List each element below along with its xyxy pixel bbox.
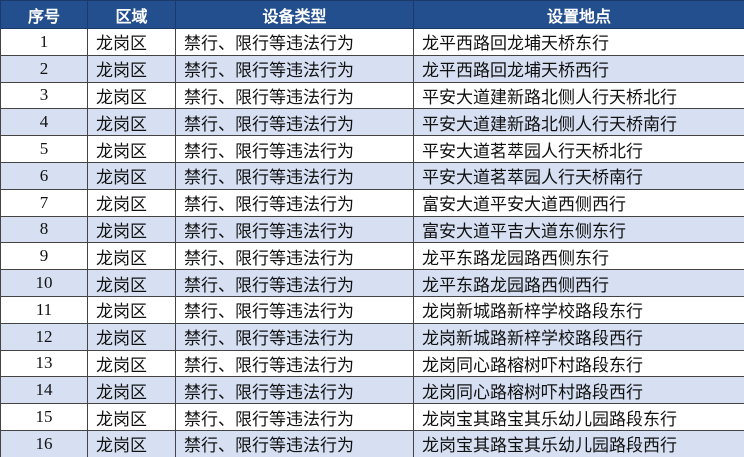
table-cell: 15 bbox=[0, 403, 88, 431]
table-cell: 龙岗新城路新梓学校路段西行 bbox=[413, 322, 744, 351]
table-cell: 禁行、限行等违法行为 bbox=[175, 161, 414, 190]
table-cell: 龙岗区 bbox=[87, 215, 176, 244]
header-cell: 序号 bbox=[0, 0, 88, 29]
table-cell: 龙岗区 bbox=[87, 161, 176, 190]
table-cell: 龙岗区 bbox=[87, 295, 176, 324]
table-cell: 龙平西路回龙埔天桥西行 bbox=[413, 54, 744, 83]
table-cell: 龙岗区 bbox=[87, 429, 176, 457]
table-cell: 10 bbox=[0, 269, 88, 297]
table-row: 7 龙岗区 禁行、限行等违法行为 富安大道平安大道西侧西行 bbox=[0, 188, 744, 217]
table-cell: 龙岗区 bbox=[87, 28, 176, 56]
table-cell: 富安大道平安大道西侧西行 bbox=[413, 188, 744, 217]
table-cell: 禁行、限行等违法行为 bbox=[175, 108, 414, 137]
table-cell: 禁行、限行等违法行为 bbox=[175, 322, 414, 351]
table-cell: 禁行、限行等违法行为 bbox=[175, 28, 414, 56]
table-cell: 龙岗区 bbox=[87, 188, 176, 217]
table-cell: 禁行、限行等违法行为 bbox=[175, 242, 414, 271]
table-row: 5 龙岗区 禁行、限行等违法行为 平安大道茗萃园人行天桥北行 bbox=[0, 135, 744, 163]
table-cell: 龙岗区 bbox=[87, 54, 176, 83]
table-row: 12 龙岗区 禁行、限行等违法行为 龙岗新城路新梓学校路段西行 bbox=[0, 322, 744, 351]
table-body: 1 龙岗区 禁行、限行等违法行为 龙平西路回龙埔天桥东行 2 龙岗区 禁行、限行等违法行为龙… bbox=[0, 28, 744, 457]
table-row: 9 龙岗区 禁行、限行等违法行为 龙平东路龙园路西侧东行 bbox=[0, 242, 744, 271]
table-cell: 平安大道建新路北侧人行天桥南行 bbox=[413, 108, 744, 137]
table-cell: 龙岗区 bbox=[87, 81, 176, 110]
table-cell: 4 bbox=[0, 108, 88, 137]
table-cell: 龙平东路龙园路西侧西行 bbox=[413, 269, 744, 297]
table-cell: 龙岗同心路榕树吓村路段西行 bbox=[413, 376, 744, 405]
header-cell: 区域 bbox=[87, 0, 176, 29]
table-cell: 平安大道茗萃园人行天桥北行 bbox=[413, 135, 744, 163]
table-row: 8 龙岗区 禁行、限行等违法行为 富安大道平吉大道东侧东行 bbox=[0, 215, 744, 244]
table-cell: 11 bbox=[0, 295, 88, 324]
table-cell: 禁行、限行等违法行为 bbox=[175, 295, 414, 324]
table-row: 16 龙岗区 禁行、限行等违法行为 龙岗宝其路宝其乐幼儿园路段西行 bbox=[0, 429, 744, 457]
table-cell: 禁行、限行等违法行为 bbox=[175, 81, 414, 110]
table-cell: 12 bbox=[0, 322, 88, 351]
table-cell: 龙岗同心路榕树吓村路段东行 bbox=[413, 349, 744, 378]
table-row: 14 龙岗区 禁行、限行等违法行为 龙岗同心路榕树吓村路段西行 bbox=[0, 376, 744, 405]
table-cell: 6 bbox=[0, 161, 88, 190]
table-cell: 2 bbox=[0, 54, 88, 83]
table-row: 15 龙岗区 禁行、限行等违法行为 龙岗宝其路宝其乐幼儿园路段东行 bbox=[0, 403, 744, 431]
table-row: 6 龙岗区 禁行、限行等违法行为 平安大道茗萃园人行天桥南行 bbox=[0, 161, 744, 190]
table-cell: 7 bbox=[0, 188, 88, 217]
table-cell: 禁行、限行等违法行为 bbox=[175, 135, 414, 163]
table-cell: 龙岗区 bbox=[87, 322, 176, 351]
table-cell: 14 bbox=[0, 376, 88, 405]
table-cell: 平安大道建新路北侧人行天桥北行 bbox=[413, 81, 744, 110]
table-row: 2 龙岗区 禁行、限行等违法行为 龙平西路回龙埔天桥西行 bbox=[0, 54, 744, 83]
table-cell: 龙平西路回龙埔天桥东行 bbox=[413, 28, 744, 56]
table-row: 4 龙岗区 禁行、限行等违法行为 平安大道建新路北侧人行天桥南行 bbox=[0, 108, 744, 137]
table-cell: 富安大道平吉大道东侧东行 bbox=[413, 215, 744, 244]
table-row: 3 龙岗区 禁行、限行等违法行为 平安大道建新路北侧人行天桥北行 bbox=[0, 81, 744, 110]
table-cell: 龙岗区 bbox=[87, 376, 176, 405]
table-row: 11 龙岗区 禁行、限行等违法行为 龙岗新城路新梓学校路段东行 bbox=[0, 295, 744, 324]
table-cell: 8 bbox=[0, 215, 88, 244]
table-cell: 13 bbox=[0, 349, 88, 378]
table-cell: 龙岗区 bbox=[87, 242, 176, 271]
table-cell: 5 bbox=[0, 135, 88, 163]
table-cell: 龙岗宝其路宝其乐幼儿园路段西行 bbox=[413, 429, 744, 457]
table-cell: 禁行、限行等违法行为 bbox=[175, 349, 414, 378]
table-cell: 禁行、限行等违法行为 bbox=[175, 215, 414, 244]
table-cell: 禁行、限行等违法行为 bbox=[175, 429, 414, 457]
table-cell: 龙平东路龙园路西侧东行 bbox=[413, 242, 744, 271]
table-row: 13 龙岗区 禁行、限行等违法行为 龙岗同心路榕树吓村路段东行 bbox=[0, 349, 744, 378]
table-cell: 禁行、限行等违法行为 bbox=[175, 403, 414, 431]
header-cell: 设置地点 bbox=[413, 0, 744, 29]
table-row: 1 龙岗区 禁行、限行等违法行为 龙平西路回龙埔天桥东行 bbox=[0, 28, 744, 56]
table-cell: 禁行、限行等违法行为 bbox=[175, 376, 414, 405]
table-cell: 龙岗区 bbox=[87, 349, 176, 378]
table-cell: 龙岗新城路新梓学校路段东行 bbox=[413, 295, 744, 324]
header-cell: 设备类型 bbox=[175, 0, 414, 29]
table-cell: 龙岗区 bbox=[87, 108, 176, 137]
table-cell: 龙岗宝其路宝其乐幼儿园路段东行 bbox=[413, 403, 744, 431]
table-cell: 龙岗区 bbox=[87, 403, 176, 431]
table-cell: 禁行、限行等违法行为 bbox=[175, 54, 414, 83]
table-cell: 1 bbox=[0, 28, 88, 56]
table-cell: 16 bbox=[0, 429, 88, 457]
header-row: 序号 区域 设备类型 设置地点 bbox=[0, 0, 744, 29]
table-cell: 龙岗区 bbox=[87, 269, 176, 297]
table-cell: 3 bbox=[0, 81, 88, 110]
table-cell: 平安大道茗萃园人行天桥南行 bbox=[413, 161, 744, 190]
table-cell: 龙岗区 bbox=[87, 135, 176, 163]
table-cell: 禁行、限行等违法行为 bbox=[175, 188, 414, 217]
table-cell: 禁行、限行等违法行为 bbox=[175, 269, 414, 297]
table-cell: 9 bbox=[0, 242, 88, 271]
table-row: 10 龙岗区 禁行、限行等违法行为 龙平东路龙园路西侧西行 bbox=[0, 269, 744, 297]
